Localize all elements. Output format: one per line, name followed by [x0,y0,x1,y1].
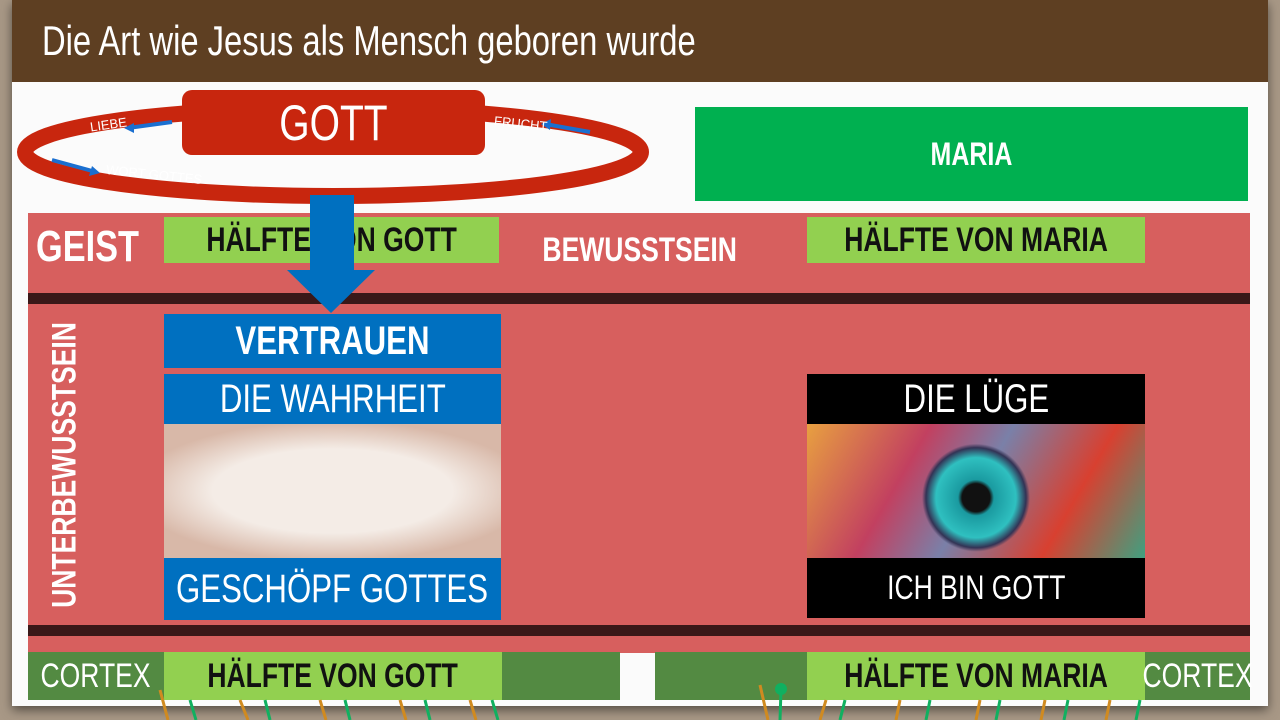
geist-label: GEIST [36,222,139,271]
cortex-right: CORTEX [1142,652,1253,700]
wahrheit-box: DIE WAHRHEIT [164,374,501,424]
half-maria-top: HÄLFTE VON MARIA [807,217,1145,263]
geschoepf-box: GESCHÖPF GOTTES [164,558,501,620]
cortex-left: CORTEX [28,652,164,700]
maria-box: MARIA [695,107,1248,201]
ich-bin-gott-box: ICH BIN GOTT [807,558,1145,618]
slide-title: Die Art wie Jesus als Mensch geboren wur… [42,17,696,64]
neuron-arrows [158,683,1142,720]
divider-top [28,293,1250,304]
maria-label: MARIA [930,135,1013,172]
arrow-frucht-icon [544,122,591,134]
gott-label: GOTT [279,94,388,151]
eye-image-truth [164,424,501,558]
eye-image-lie [807,424,1145,558]
cortex-fill-left [502,652,620,700]
gott-box: GOTT [182,90,485,155]
half-maria-bottom: HÄLFTE VON MARIA [807,652,1145,700]
title-bar: Die Art wie Jesus als Mensch geboren wur… [12,0,1268,82]
half-gott-bottom: HÄLFTE VON GOTT [164,652,502,700]
down-arrow-icon [287,270,375,313]
unterbewusstsein-label: UNTERBEWUSSTSEIN [45,322,84,608]
arrow-liebe-icon [127,120,173,130]
bewusstsein-label: BEWUSSTSEIN [542,230,738,269]
luege-box: DIE LÜGE [807,374,1145,424]
divider-bottom [28,625,1250,636]
vertrauen-box: VERTRAUEN [164,314,501,368]
down-arrow-shaft [310,195,354,271]
arrow-wort-icon [51,158,97,174]
